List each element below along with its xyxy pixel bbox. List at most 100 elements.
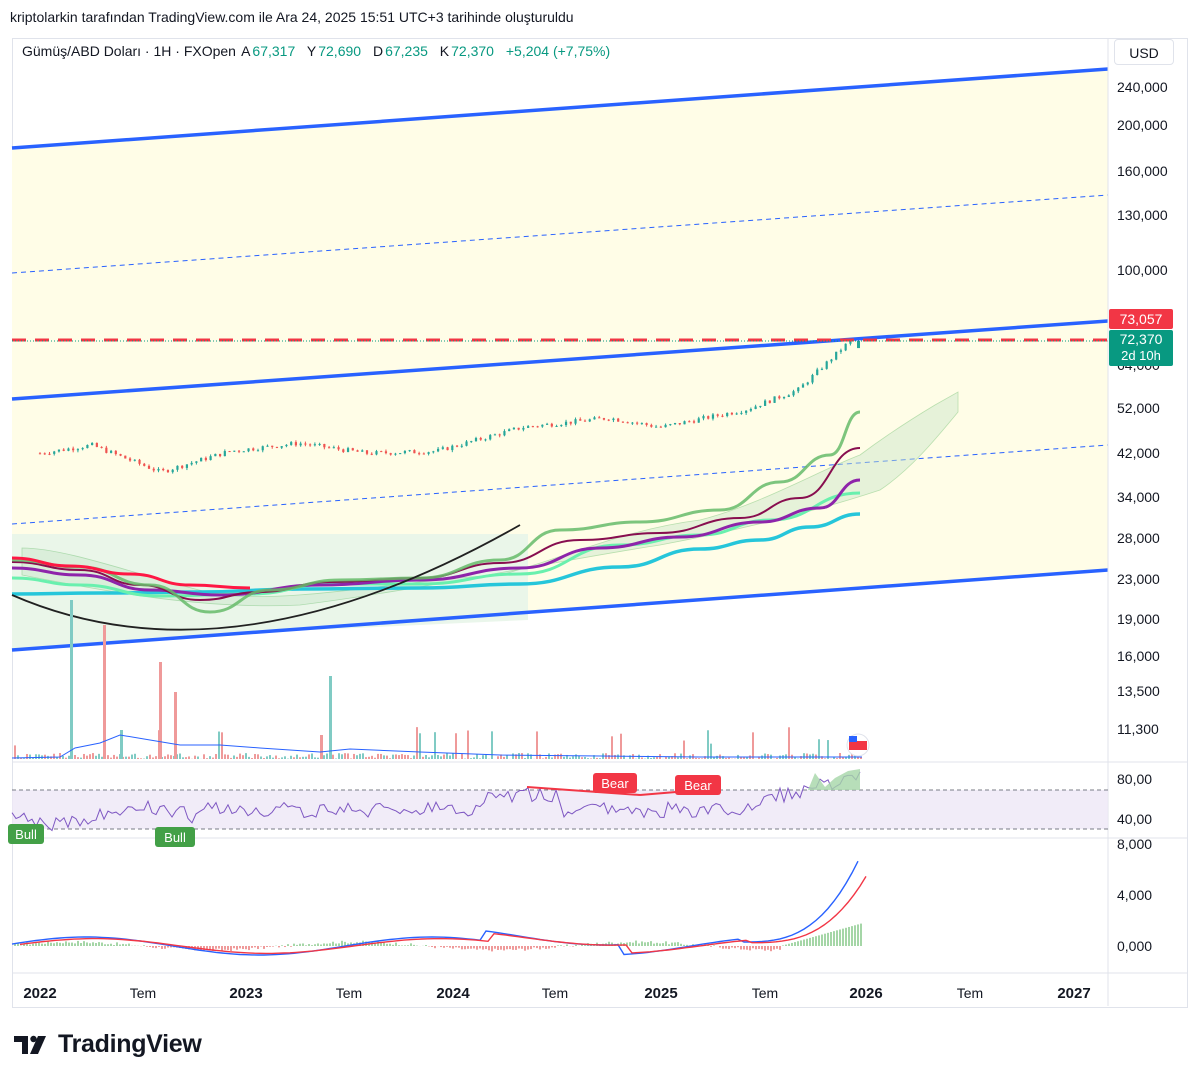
candle-body [100,446,103,448]
volume-bar [839,753,841,759]
channel-mid-line [11,319,1109,401]
volume-bar [389,758,391,759]
candle-body [659,426,662,428]
candle-body [465,441,468,446]
macd-histogram-bar [635,940,637,946]
volume-ma-line [11,734,862,759]
volume-bar [680,753,682,759]
candle-body [707,416,710,419]
candle-body [318,443,321,445]
currency-button[interactable]: USD [1114,39,1174,65]
volume-bar [242,755,244,759]
tradingview-logo[interactable]: TradingView [14,1030,202,1059]
macd-histogram-bar [530,946,532,950]
macd-histogram-bar [443,946,445,948]
candle-body [200,457,203,462]
volume-bar [440,756,442,759]
volume-bar [455,733,457,759]
macd-histogram-bar [782,945,784,946]
macd-histogram-bar [239,946,241,949]
candle-body [152,468,155,471]
volume-bar [776,757,778,759]
candle-body [422,453,425,455]
volume-bar [245,753,247,759]
macd-histogram-bar [230,946,232,952]
candle-body [820,368,824,370]
candle-body [72,448,75,451]
candle-body [640,423,643,425]
volume-bar [512,753,514,759]
candle-body [190,462,193,465]
volume-bar [752,732,754,759]
macd-histogram-bar [836,930,838,946]
volume-bar [263,758,265,759]
macd-histogram-bar [521,946,523,949]
candle-body [370,453,373,455]
alert-price-tag-bg [1109,309,1173,329]
macd-histogram-bar [284,946,286,948]
macd-histogram-bar [626,942,628,946]
candle-body [342,449,345,452]
candle-body [474,438,478,442]
macd-histogram-bar [560,945,562,946]
macd-histogram-bar [581,944,583,946]
candle-body [209,456,212,461]
candle-body [356,450,359,452]
candle-body [237,450,241,452]
macd-histogram-bar [101,942,103,946]
candle-body [536,426,539,428]
candle-body [176,465,179,470]
volume-bar [182,757,184,759]
candle-body [53,451,56,454]
volume-bar [254,754,256,759]
ma-9-line [11,410,861,614]
volume-bar [803,753,805,759]
candle-body [299,443,302,446]
volume-bar [521,753,523,759]
candle-body [541,424,544,427]
volume-bar [35,754,37,759]
macd-histogram-bar [290,946,292,947]
volume-bar [314,757,316,759]
macd-histogram-bar [236,946,238,950]
macd-histogram-bar [809,937,811,946]
volume-bar [479,758,481,759]
candle-body [242,451,245,453]
volume-bar [290,755,292,759]
legend-change-value: +5,204 (+7,75%) [505,43,611,59]
candle-body [730,412,734,415]
volume-bar [149,754,151,759]
macd-histogram-bar [509,946,511,950]
macd-histogram-bar [215,946,217,949]
macd-histogram-bar [791,942,793,946]
candle-body [76,449,80,451]
legend-symbol[interactable]: Gümüş/ABD Doları · 1H · FXOpen [22,43,236,59]
volume-bar [836,758,838,759]
volume-bar [764,753,766,759]
macd-histogram-bar [425,945,427,946]
volume-bar [377,753,379,759]
price-tick-label: 34,000 [1117,489,1160,505]
volume-bar [167,754,169,759]
macd-histogram-bar [815,936,817,946]
macd-histogram-bar [326,943,328,946]
candle-body [81,448,84,450]
macd-histogram-bar [86,942,88,946]
macd-histogram-bar [374,943,376,946]
rsi-band [12,790,1108,829]
candle-body [418,453,421,455]
candle-body [550,423,553,427]
volume-bar [722,756,724,759]
volume-bar [65,757,67,759]
time-tick-label: 2023 [229,985,262,1002]
volume-bar [236,756,238,759]
volume-bar [617,754,619,759]
volume-bar [302,756,304,759]
volume-bar [62,755,64,759]
volume-bar [419,733,421,759]
volume-bar [665,756,667,759]
macd-histogram-bar [818,935,820,946]
volume-bar [233,755,235,759]
candle-body [399,453,402,455]
